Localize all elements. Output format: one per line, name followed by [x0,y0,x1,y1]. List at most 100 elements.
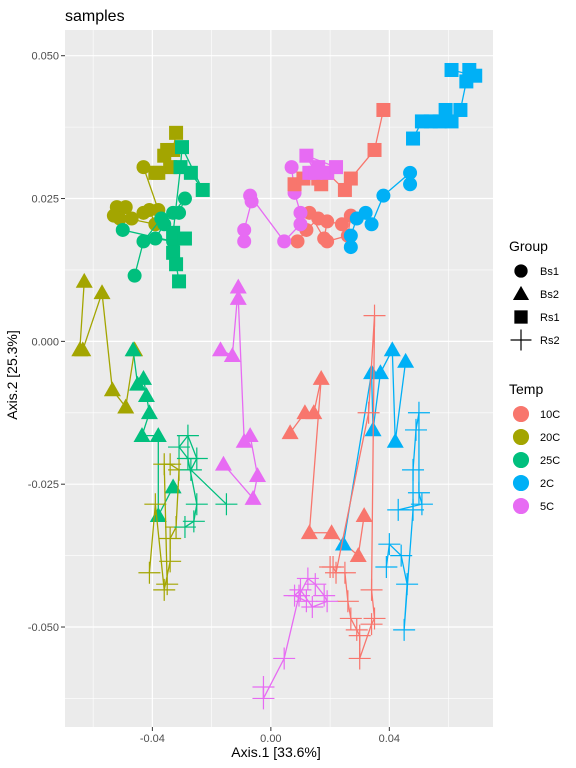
series-rs2-10c [319,304,386,670]
grid-lines [65,30,493,727]
legend-title-temp: Temp [509,381,543,397]
data-point [316,590,339,613]
data-point [149,427,167,443]
data-point [168,436,191,459]
data-point [403,165,418,180]
data-point [176,424,199,447]
data-point [357,401,380,424]
legend-key-triangle [512,285,530,301]
data-point [283,584,306,607]
data-point [173,160,188,175]
data-point [349,547,367,562]
data-point [172,274,187,289]
data-point [237,222,252,237]
data-point [179,458,202,481]
data-point [339,607,362,630]
series-rs2-25c [168,424,238,539]
legend-key-color [512,497,530,515]
data-point [244,489,262,505]
data-point [360,578,383,601]
series-rs1-25c [166,140,210,289]
data-point [124,211,139,226]
data-point [299,148,314,163]
data-point [136,234,151,249]
data-point [157,148,172,163]
data-point [229,290,247,305]
data-point [390,544,413,567]
series-rs1-2c [406,62,483,146]
legend-key-color [512,405,530,423]
data-point [115,222,130,237]
legend-key-color [512,474,530,492]
data-point [320,214,335,229]
data-point [301,596,324,619]
legend-key-cross [510,329,532,351]
data-point [468,68,483,83]
legend-label: 2C [540,478,554,490]
series-path [330,315,376,659]
data-point [174,140,189,155]
data-point [396,573,419,596]
data-point [134,370,152,385]
data-point [336,590,359,613]
data-point [363,607,386,630]
data-point [195,182,210,197]
data-point [166,245,181,260]
data-point [320,234,335,249]
legend-label: Rs2 [540,335,560,347]
data-point [334,535,352,551]
data-point [343,171,358,186]
series-rs2-5c [252,567,339,710]
data-point [314,177,329,192]
y-tick-label: 0.050 [31,51,59,63]
series-rs2-2c [375,401,433,641]
data-point [348,624,371,647]
data-point [360,613,383,636]
series-rs2-20c [138,453,191,601]
data-point [229,278,247,294]
data-point [223,347,241,363]
data-point [444,114,459,129]
data-point [323,524,341,540]
data-point [241,427,259,443]
data-point [358,205,373,220]
y-tick-label: 0.025 [31,194,59,206]
data-point [410,493,433,516]
data-point [378,533,401,556]
data-point [293,217,308,232]
data-point [133,427,151,443]
data-point [159,527,182,550]
chart-title: samples [65,8,125,25]
plot-panel [65,30,493,727]
data-point [166,225,181,240]
data-point [127,268,142,283]
data-point [212,341,230,357]
series-bs1-5c [237,160,308,249]
data-point [74,341,92,357]
data-point [337,182,352,197]
data-point [325,561,348,584]
data-point [159,550,182,573]
legend-label: 25C [540,455,560,467]
y-tick-label: -0.050 [28,622,59,634]
data-point [75,272,93,288]
data-point [277,234,292,249]
data-point [355,507,373,522]
legend-label: Bs1 [540,266,559,278]
data-point [404,418,427,441]
x-axis-title: Axis.1 [33.6%] [231,744,321,760]
data-point [169,125,184,140]
series-bs2-25c [124,341,182,522]
y-tick-label: -0.025 [28,479,59,491]
data-point [185,447,208,470]
data-point [148,165,163,180]
series-rs1-5c [299,148,344,180]
x-tick-label: 0.04 [379,733,400,745]
legend-label: Bs2 [540,289,559,301]
data-point [177,191,192,206]
series-bs1-2c [343,165,418,255]
data-point [153,578,176,601]
data-point [343,228,358,243]
data-point [117,398,135,414]
data-point [386,432,404,448]
